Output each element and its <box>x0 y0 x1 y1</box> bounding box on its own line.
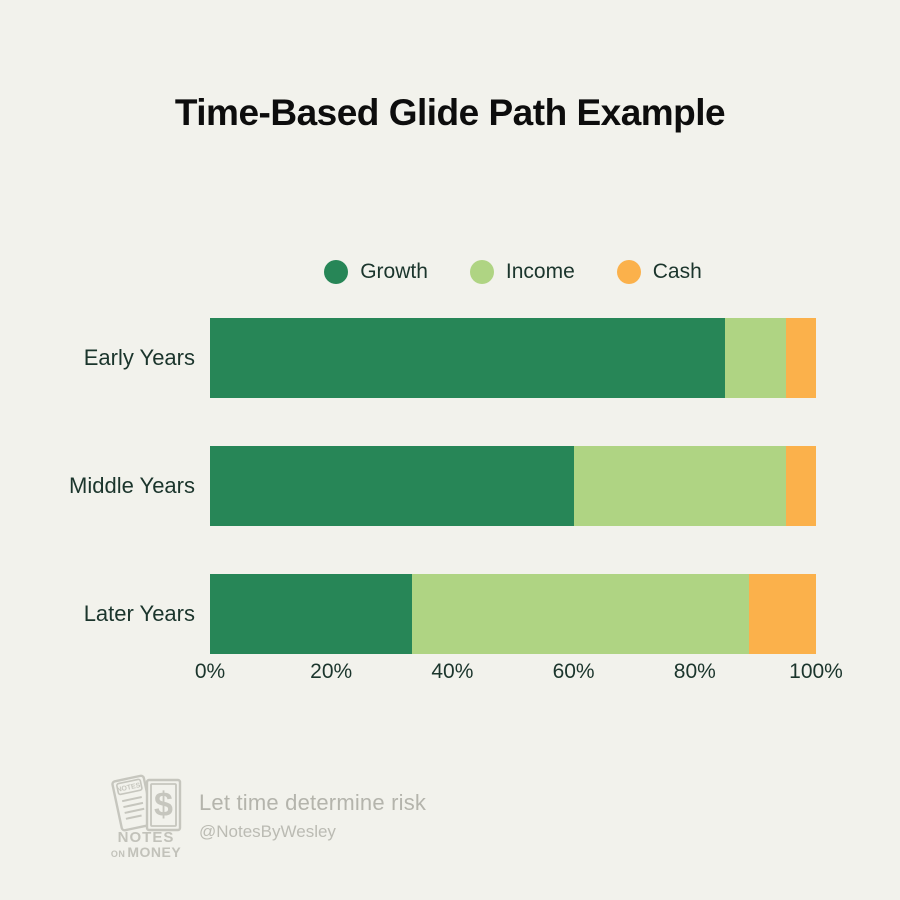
social-handle: @NotesByWesley <box>199 822 336 841</box>
x-axis-tick: 0% <box>194 660 226 683</box>
legend-label: Growth <box>360 260 428 283</box>
bar-segment-growth <box>210 574 412 654</box>
bar-segment-income <box>573 446 786 526</box>
bar-row: Early Years <box>0 318 900 398</box>
bar-row: Middle Years <box>0 446 900 526</box>
footer: NOTES $ NOTES ON MONEY Let time determine… <box>105 772 426 859</box>
bar-segment-cash <box>785 446 816 526</box>
stacked-bar <box>210 318 816 398</box>
legend-swatch-growth <box>324 260 349 284</box>
logo-dollar-sign: $ <box>154 786 173 824</box>
legend-swatch-income <box>469 260 494 284</box>
category-label: Middle Years <box>69 473 195 498</box>
bar-segment-growth <box>210 446 574 526</box>
legend-item-growth: Growth <box>324 260 428 284</box>
legend-label: Income <box>505 260 575 283</box>
x-axis-tick: 40% <box>431 660 474 683</box>
category-label: Early Years <box>83 345 195 370</box>
x-axis-tick: 100% <box>789 660 843 683</box>
x-axis-tick: 20% <box>310 660 353 683</box>
logo-word-notes: NOTES <box>117 829 175 846</box>
category-label: Later Years <box>83 601 195 626</box>
x-axis: 0% 20% 40% 60% 80% 100% <box>195 660 843 692</box>
logo-wordmark: NOTES ON MONEY <box>111 830 181 859</box>
bar-segment-cash <box>785 318 816 398</box>
legend-item-income: Income <box>469 260 575 284</box>
notes-dollar-icon: NOTES $ <box>111 774 182 832</box>
logo-word-on: ON <box>110 849 126 859</box>
tagline: Let time determine risk <box>199 790 427 815</box>
stacked-bar <box>210 574 816 654</box>
bar-segment-growth <box>210 318 726 398</box>
legend-item-cash: Cash <box>616 260 702 284</box>
x-axis-tick: 80% <box>673 660 716 683</box>
bar-segment-cash <box>748 574 816 654</box>
footer-text: Let time determine risk @NotesByWesley <box>199 790 426 842</box>
chart-title: Time-Based Glide Path Example <box>174 92 726 133</box>
bar-segment-income <box>725 318 786 398</box>
stacked-bar-chart: Early Years Middle Years Later Years <box>0 318 900 702</box>
notes-on-money-logo: NOTES $ NOTES ON MONEY <box>105 772 187 859</box>
x-axis-tick: 60% <box>552 660 595 683</box>
legend-label: Cash <box>652 260 702 283</box>
logo-card-label: NOTES <box>116 782 141 794</box>
bar-row: Later Years <box>0 574 900 654</box>
logo-word-money: MONEY <box>127 844 182 860</box>
bar-segment-income <box>411 574 749 654</box>
logo-word-on-money: ON MONEY <box>111 845 181 859</box>
stacked-bar <box>210 446 816 526</box>
legend-swatch-cash <box>616 260 641 284</box>
chart-legend: Growth Income Cash <box>210 260 816 284</box>
